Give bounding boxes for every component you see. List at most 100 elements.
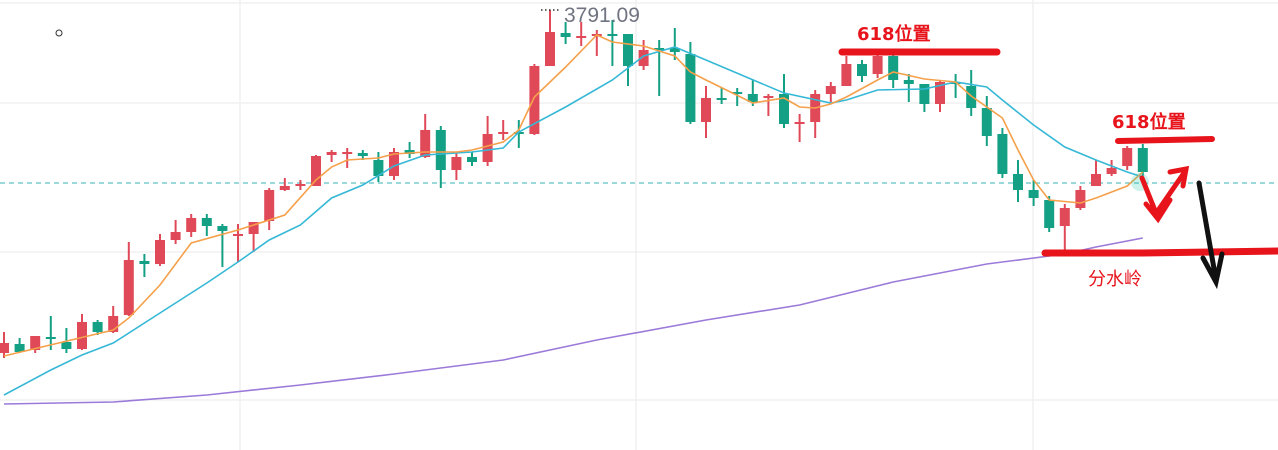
candle-body xyxy=(701,98,711,122)
candle xyxy=(763,94,774,116)
candle-body xyxy=(529,66,540,134)
candle-body xyxy=(1091,174,1101,186)
candle xyxy=(545,9,555,66)
candle-body xyxy=(311,156,321,186)
candle-body xyxy=(747,94,758,102)
candle xyxy=(1044,196,1055,232)
candle xyxy=(420,114,431,158)
candle xyxy=(732,88,743,106)
candle-body xyxy=(373,160,384,176)
candle-body xyxy=(545,32,555,66)
candle xyxy=(1028,180,1039,206)
annotations xyxy=(838,48,1278,290)
candle-body xyxy=(233,234,243,236)
candle xyxy=(30,336,41,353)
ma-long-line xyxy=(3,237,1143,405)
candle-body xyxy=(0,343,9,353)
fib-618-label-2: 618位置 xyxy=(1112,112,1186,133)
candle xyxy=(810,90,821,138)
candle xyxy=(92,320,103,335)
candle xyxy=(591,30,602,56)
candle-body xyxy=(92,322,103,332)
candle xyxy=(170,220,181,244)
candle-body xyxy=(467,157,477,162)
candle-body xyxy=(201,218,212,226)
candle xyxy=(903,74,914,102)
candle-body xyxy=(1106,168,1117,174)
candle xyxy=(201,214,212,236)
candle-body xyxy=(451,157,462,170)
candle xyxy=(701,86,711,138)
candle xyxy=(264,188,275,230)
candle-body xyxy=(654,48,665,50)
candle-body xyxy=(685,54,696,122)
red-up-arrow xyxy=(1154,165,1190,215)
candle-body xyxy=(732,92,743,94)
candle xyxy=(0,332,9,358)
candle-body xyxy=(1075,190,1086,208)
candle xyxy=(888,54,899,88)
candle xyxy=(1106,160,1117,176)
candle-body xyxy=(1044,200,1055,228)
black-down-arrow xyxy=(1196,180,1225,290)
candle xyxy=(685,42,696,124)
candle-body xyxy=(342,152,353,154)
candle xyxy=(498,120,509,140)
candle-body xyxy=(389,152,399,176)
candle xyxy=(560,22,571,44)
candle-body xyxy=(779,94,789,124)
candle xyxy=(342,148,353,168)
candle xyxy=(123,242,134,316)
candle-body xyxy=(576,36,587,38)
candle xyxy=(108,306,119,333)
candle-body xyxy=(623,34,633,66)
candle xyxy=(326,150,337,162)
candle xyxy=(747,80,758,106)
candle xyxy=(248,222,259,252)
candle xyxy=(186,214,197,237)
candle-body xyxy=(295,184,306,186)
candle xyxy=(139,254,150,277)
candle-body xyxy=(435,130,446,170)
candle-body xyxy=(638,50,649,66)
candle-body xyxy=(77,322,87,349)
candle xyxy=(14,338,25,352)
candle xyxy=(1013,160,1023,202)
candle-body xyxy=(841,64,852,86)
candle-body xyxy=(248,222,259,234)
candle-body xyxy=(825,86,836,94)
candle-body xyxy=(420,130,431,157)
candle xyxy=(467,152,477,166)
candle-body xyxy=(716,98,727,100)
candle-body xyxy=(903,80,914,84)
candle xyxy=(373,152,384,182)
candle-body xyxy=(1028,190,1039,198)
candle-body xyxy=(326,152,337,155)
candle-body xyxy=(139,261,150,264)
ma-short-line xyxy=(3,34,1144,357)
candle-body xyxy=(264,190,275,221)
candle xyxy=(716,88,727,104)
ma-mid-line xyxy=(3,46,1144,396)
candle-body xyxy=(1137,148,1148,172)
candle xyxy=(841,56,852,86)
candle-body xyxy=(30,336,41,350)
marker-circle xyxy=(55,29,63,37)
candle xyxy=(576,22,587,46)
candle-body xyxy=(1059,208,1070,226)
high-price-label: 3791.09 xyxy=(564,4,640,27)
candle-body xyxy=(357,153,368,156)
candle-body xyxy=(1013,174,1023,190)
candle-body xyxy=(217,226,228,231)
candle xyxy=(217,224,228,267)
candle-body xyxy=(45,337,56,339)
candle xyxy=(654,40,665,96)
candle xyxy=(1122,146,1133,170)
candle-body xyxy=(966,86,977,108)
candle-body xyxy=(935,82,945,104)
candle xyxy=(779,74,789,128)
candle xyxy=(981,96,992,146)
candle-body xyxy=(1122,148,1133,166)
